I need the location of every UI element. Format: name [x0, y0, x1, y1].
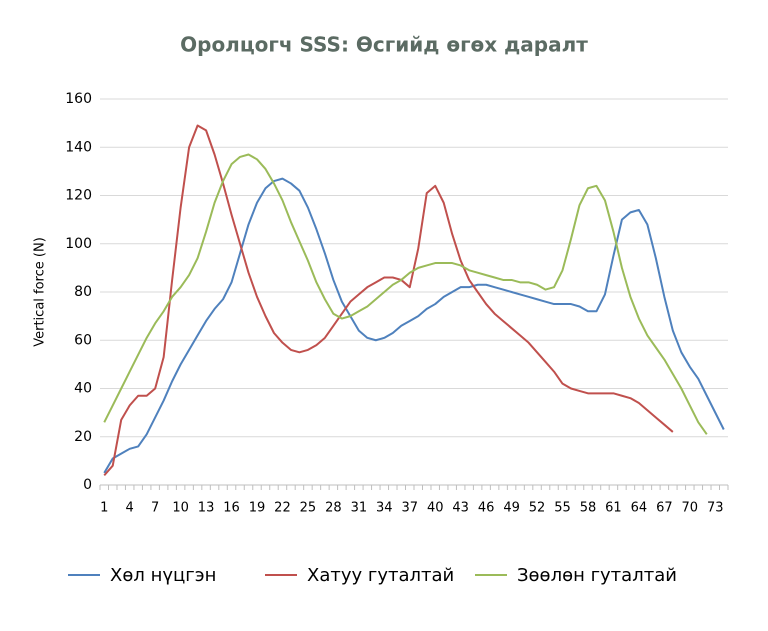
- x-tick-label: 28: [325, 501, 342, 516]
- x-tick-label: 52: [529, 501, 546, 516]
- x-tick-label: 58: [580, 501, 597, 516]
- x-tick-label: 13: [198, 501, 215, 516]
- x-tick-label: 31: [351, 501, 368, 516]
- y-tick-label: 80: [74, 284, 92, 300]
- x-tick-label: 67: [656, 501, 673, 516]
- x-tick-label: 7: [151, 501, 159, 516]
- x-tick-label: 37: [401, 501, 418, 516]
- chart-title: Оролцогч SSS: Өсгийд өгөх даралт: [180, 33, 588, 57]
- x-tick-label: 25: [300, 501, 317, 516]
- x-tick-label: 73: [707, 501, 724, 516]
- x-tick-label: 4: [126, 501, 134, 516]
- y-tick-label: 0: [83, 477, 92, 493]
- x-tick-label: 64: [631, 501, 648, 516]
- y-tick-label: 100: [65, 236, 92, 252]
- y-axis-label: Vertical force (N): [33, 237, 48, 347]
- x-tick-label: 49: [503, 501, 520, 516]
- x-tick-label: 40: [427, 501, 444, 516]
- y-tick-label: 40: [74, 381, 92, 397]
- x-tick-label: 55: [554, 501, 571, 516]
- legend-label: Зөөлөн гуталтай: [517, 565, 677, 586]
- x-tick-label: 70: [682, 501, 699, 516]
- x-tick-label: 61: [605, 501, 622, 516]
- y-tick-label: 160: [65, 91, 92, 107]
- x-tick-label: 46: [478, 501, 495, 516]
- legend-label: Хатуу гуталтай: [307, 565, 454, 586]
- series-line: [103, 124, 674, 477]
- series-line: [103, 177, 725, 474]
- x-tick-label: 10: [172, 501, 189, 516]
- y-tick-label: 120: [65, 188, 92, 204]
- y-tick-label: 20: [74, 429, 92, 445]
- series-line: [103, 153, 708, 435]
- x-tick-label: 16: [223, 501, 240, 516]
- y-tick-label: 60: [74, 332, 92, 348]
- x-tick-label: 1: [100, 501, 108, 516]
- x-tick-label: 19: [249, 501, 266, 516]
- x-tick-label: 43: [452, 501, 469, 516]
- x-tick-label: 34: [376, 501, 393, 516]
- y-tick-label: 140: [65, 139, 92, 155]
- legend-label: Хөл нүцгэн: [110, 565, 216, 586]
- x-tick-label: 22: [274, 501, 291, 516]
